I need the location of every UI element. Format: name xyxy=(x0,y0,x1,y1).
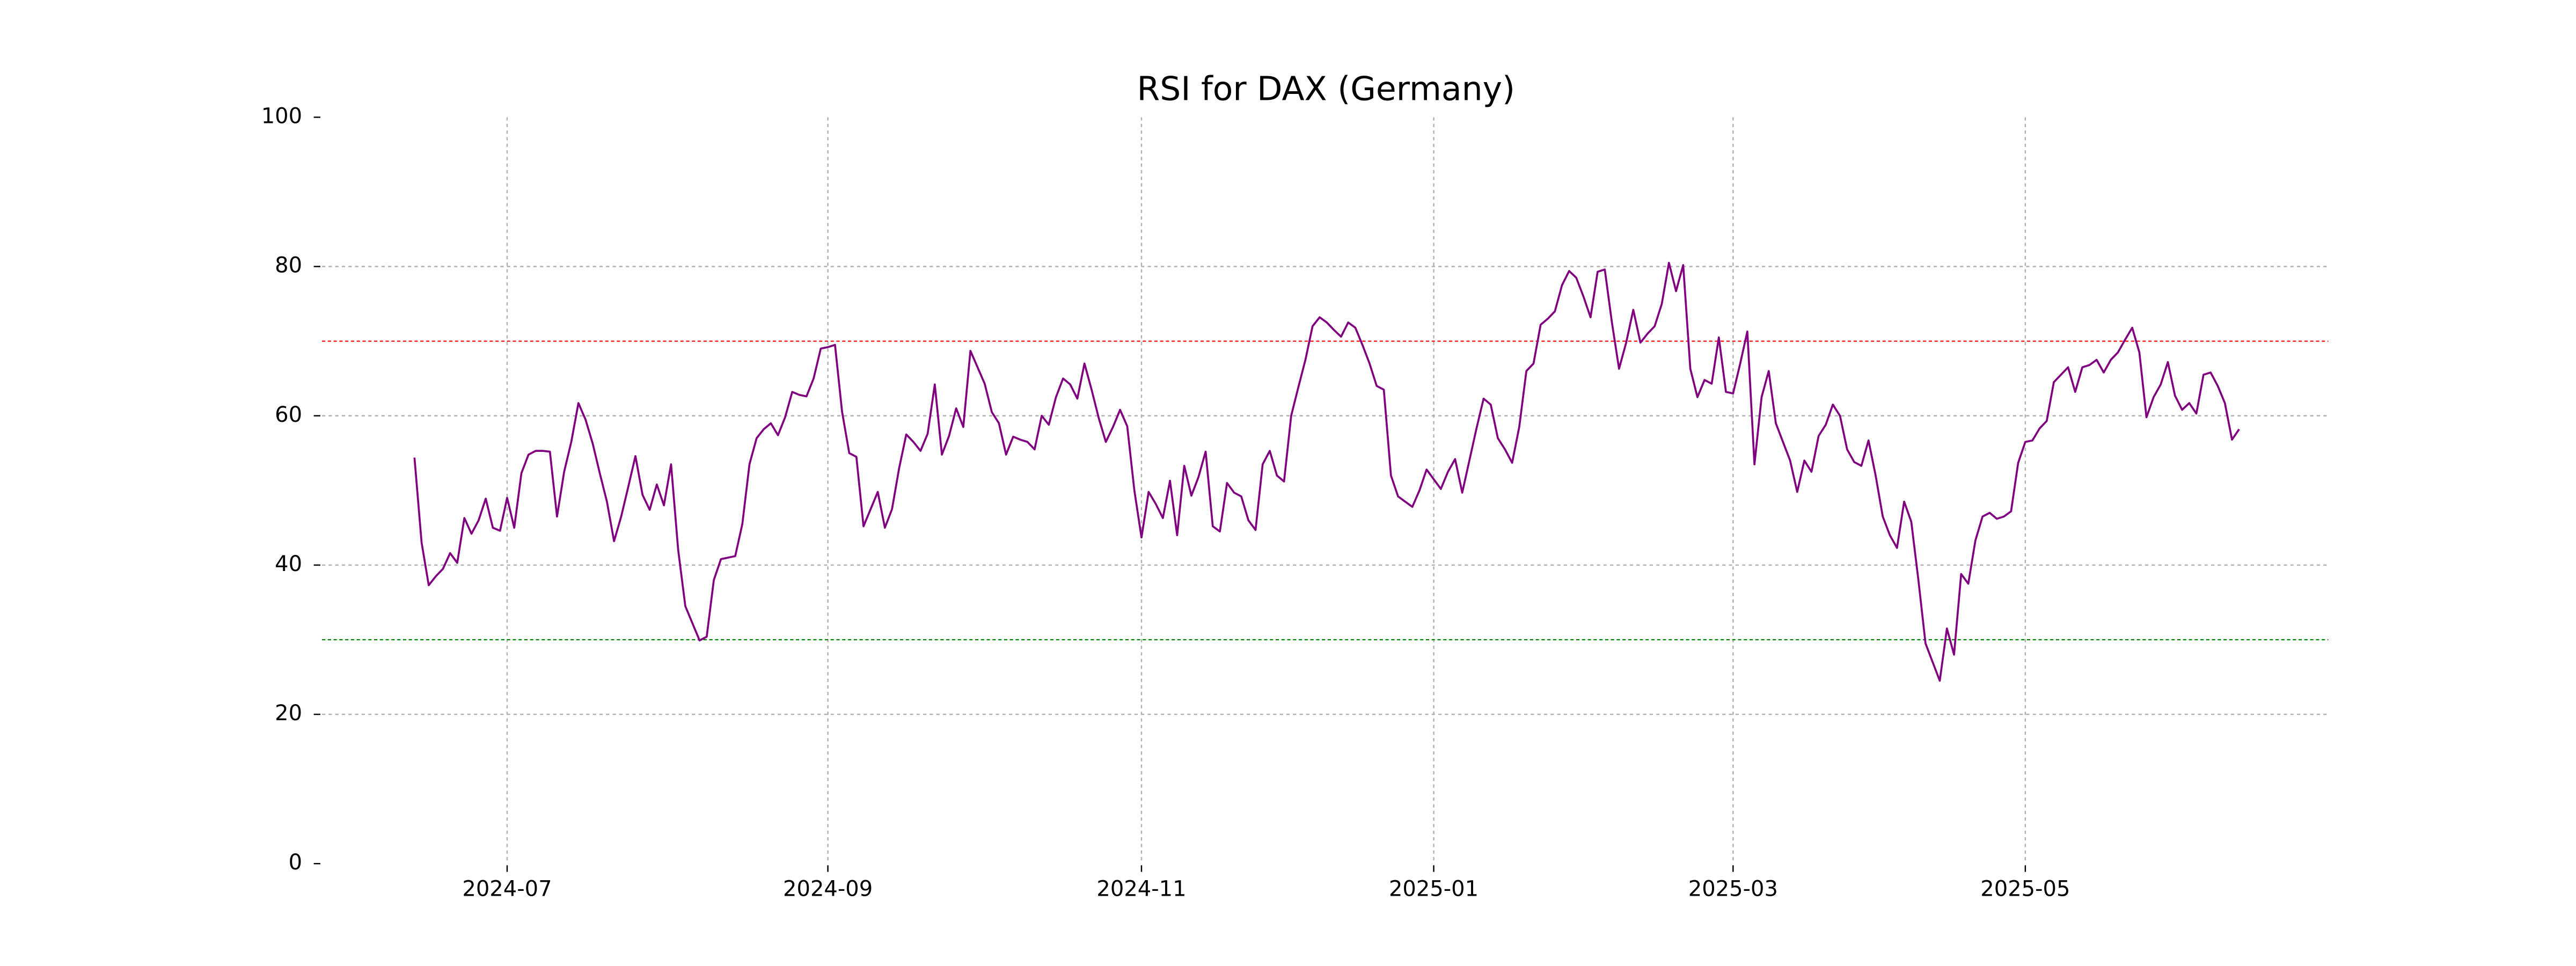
y-tick-label: 100 xyxy=(261,104,302,128)
x-tick-label: 2024-09 xyxy=(783,876,873,901)
y-tick-label: 80 xyxy=(275,253,302,278)
chart-title: RSI for DAX (Germany) xyxy=(1137,69,1515,108)
x-tick-label: 2025-01 xyxy=(1389,876,1479,901)
y-tick-label: 20 xyxy=(275,701,302,726)
x-tick-label: 2025-05 xyxy=(1980,876,2070,901)
y-tick-label: 0 xyxy=(289,850,302,875)
x-tick-label: 2025-03 xyxy=(1688,876,1778,901)
x-tick-label: 2024-11 xyxy=(1096,876,1186,901)
y-tick-label: 60 xyxy=(275,402,302,427)
rsi-line xyxy=(413,261,2240,682)
x-tick-label: 2024-07 xyxy=(462,876,552,901)
y-tick-label: 40 xyxy=(275,552,302,576)
